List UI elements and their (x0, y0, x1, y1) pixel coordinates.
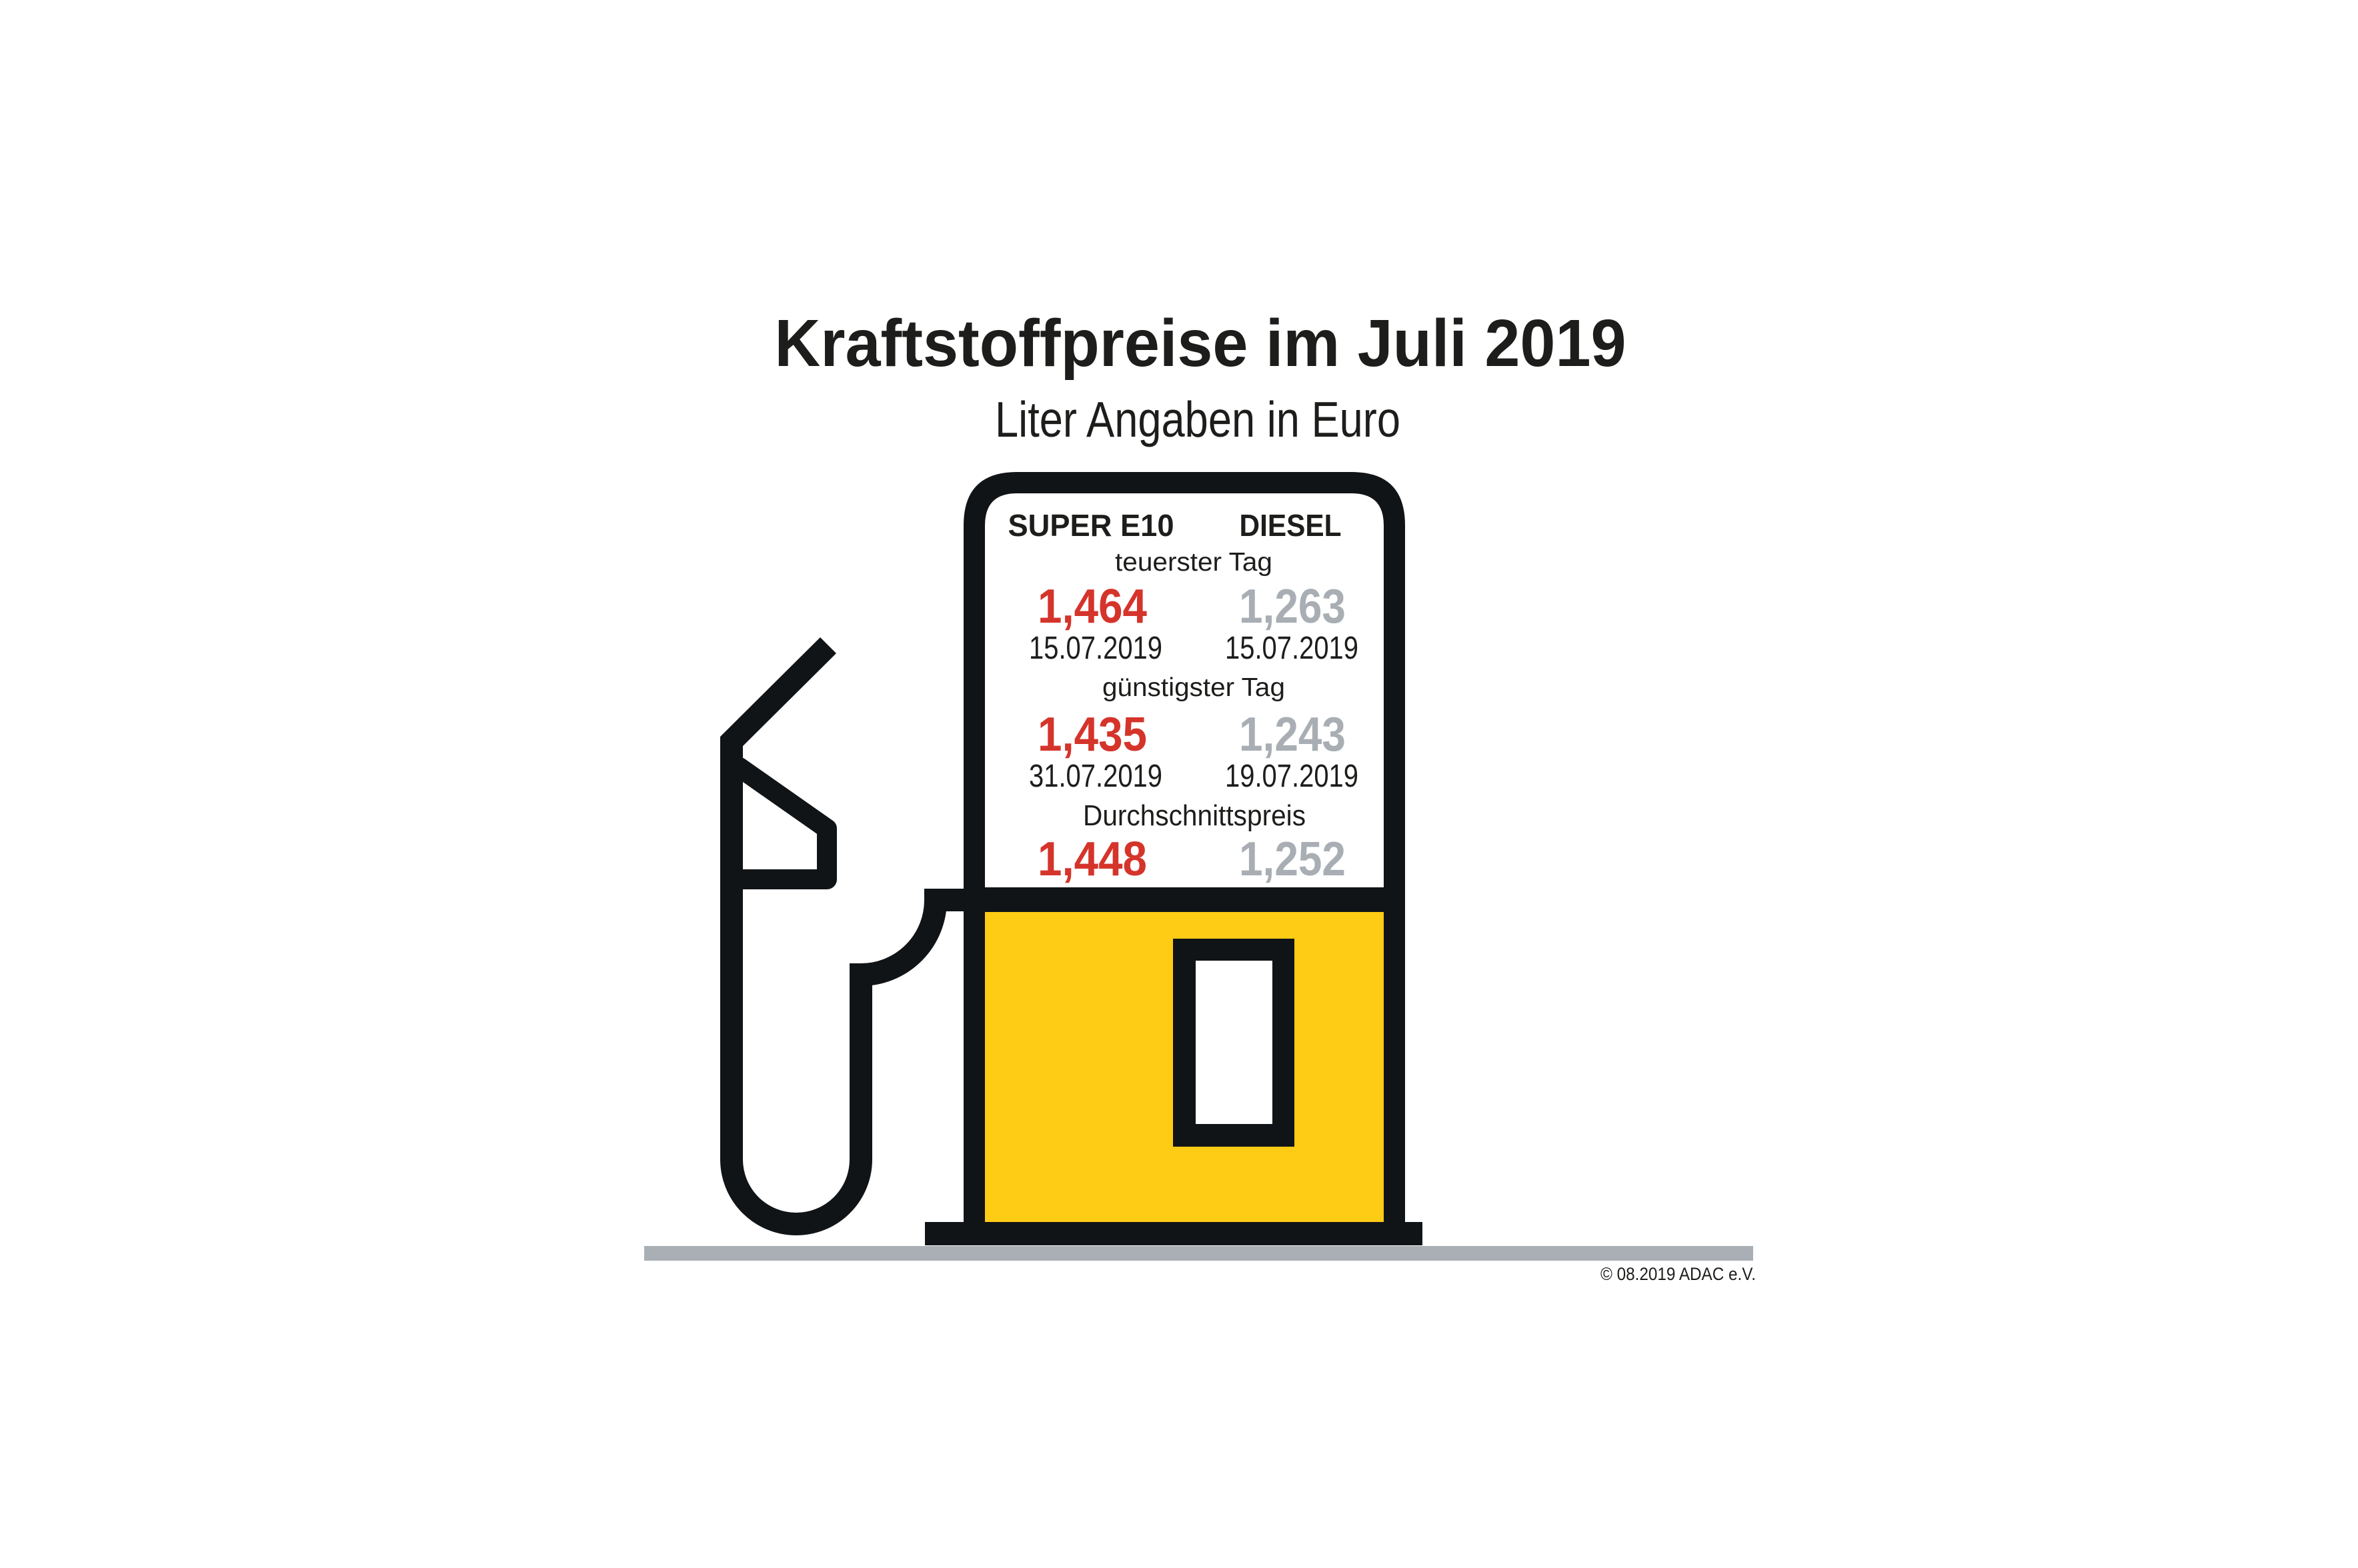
svg-text:Kraftstoffpreise im Juli 2019: Kraftstoffpreise im Juli 2019 (775, 306, 1626, 381)
svg-text:günstigster Tag: günstigster Tag (1102, 673, 1285, 702)
svg-text:1,243: 1,243 (1239, 708, 1346, 761)
svg-text:1,435: 1,435 (1038, 708, 1147, 761)
svg-text:teuerster Tag: teuerster Tag (1115, 548, 1272, 577)
svg-text:Liter Angaben in Euro: Liter Angaben in Euro (995, 391, 1400, 447)
svg-text:19.07.2019: 19.07.2019 (1225, 759, 1358, 794)
svg-text:1,448: 1,448 (1038, 833, 1147, 886)
svg-text:31.07.2019: 31.07.2019 (1029, 759, 1162, 794)
svg-text:1,252: 1,252 (1239, 833, 1346, 886)
svg-text:© 08.2019 ADAC e.V.: © 08.2019 ADAC e.V. (1600, 1264, 1756, 1284)
svg-text:15.07.2019: 15.07.2019 (1225, 631, 1358, 666)
svg-text:1,263: 1,263 (1239, 580, 1346, 633)
svg-text:SUPER E10: SUPER E10 (1008, 508, 1174, 543)
svg-text:Durchschnittspreis: Durchschnittspreis (1083, 799, 1306, 832)
svg-text:1,464: 1,464 (1038, 580, 1147, 633)
svg-text:DIESEL: DIESEL (1240, 508, 1342, 543)
svg-text:15.07.2019: 15.07.2019 (1029, 631, 1162, 666)
